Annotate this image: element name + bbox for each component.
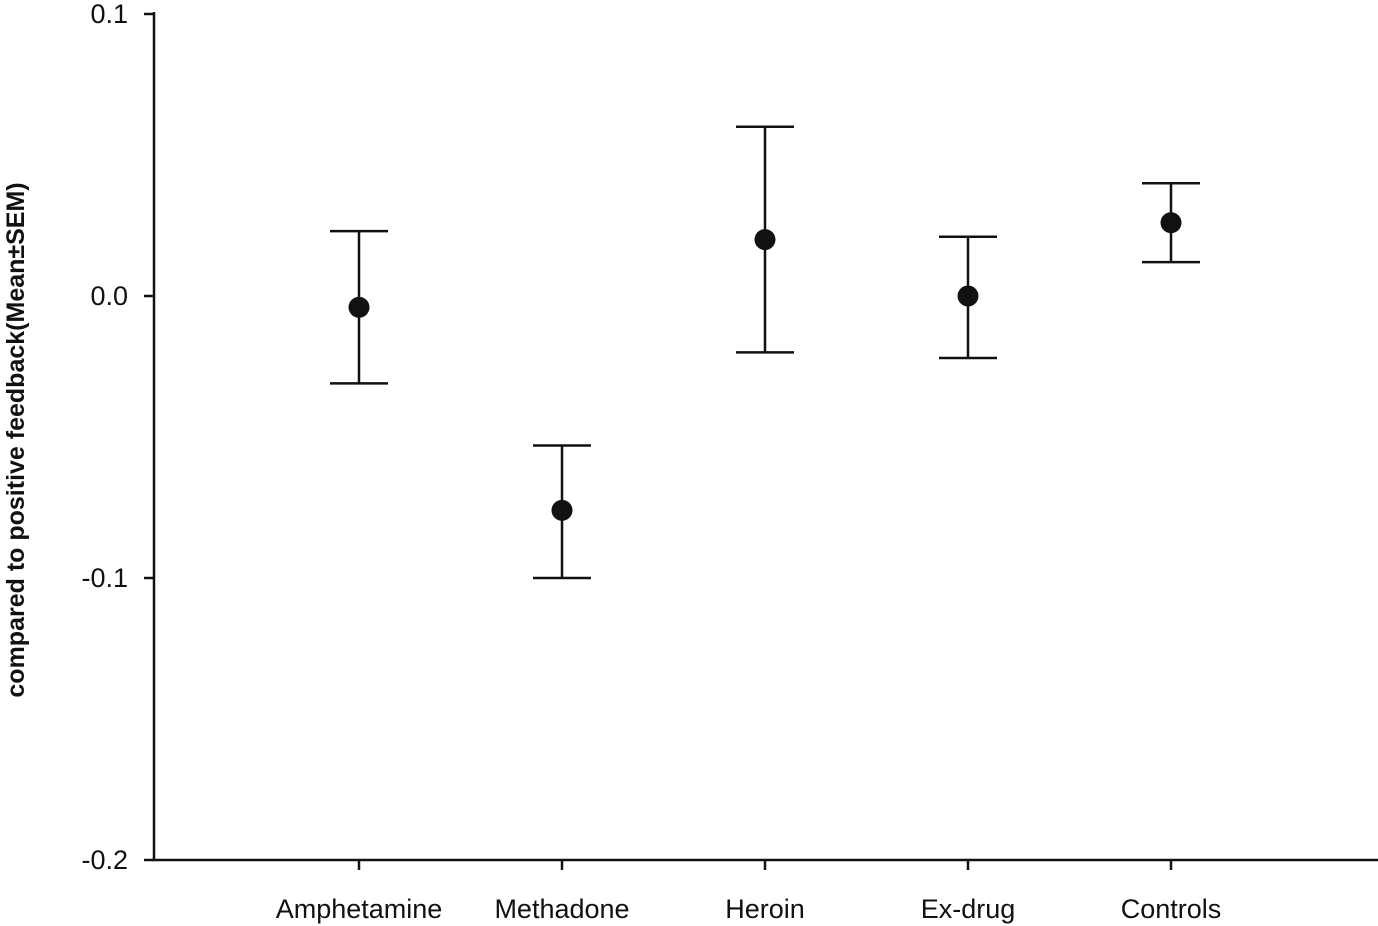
x-tick-label: Amphetamine bbox=[276, 894, 443, 924]
data-point-group bbox=[330, 229, 388, 385]
x-ticks: Amphetamine Methadone Heroin Ex-drug Control… bbox=[276, 860, 1222, 924]
data-point-group bbox=[736, 125, 794, 354]
x-tick-label: Methadone bbox=[494, 894, 629, 924]
x-tick-label: Controls bbox=[1121, 894, 1222, 924]
data-point bbox=[348, 296, 370, 318]
x-tick-label: Heroin bbox=[725, 894, 805, 924]
data-point bbox=[1160, 212, 1182, 234]
data-point-group bbox=[533, 444, 591, 580]
data-point-group bbox=[1142, 181, 1200, 264]
data-point bbox=[551, 499, 573, 521]
y-tick-label: 0.0 bbox=[90, 281, 128, 311]
x-tick-label: Ex-drug bbox=[921, 894, 1016, 924]
y-tick-label: 0.1 bbox=[90, 0, 128, 29]
data-point bbox=[754, 229, 776, 251]
data-point bbox=[957, 285, 979, 307]
y-tick-label: -0.2 bbox=[81, 845, 128, 875]
y-tick-label: -0.1 bbox=[81, 563, 128, 593]
y-ticks: 0.1 0.0 -0.1 -0.2 bbox=[81, 0, 154, 875]
data-marks bbox=[330, 125, 1200, 580]
y-axis-label: compared to positive feedback(Mean±SEM) bbox=[2, 182, 30, 697]
data-point-group bbox=[939, 235, 997, 360]
